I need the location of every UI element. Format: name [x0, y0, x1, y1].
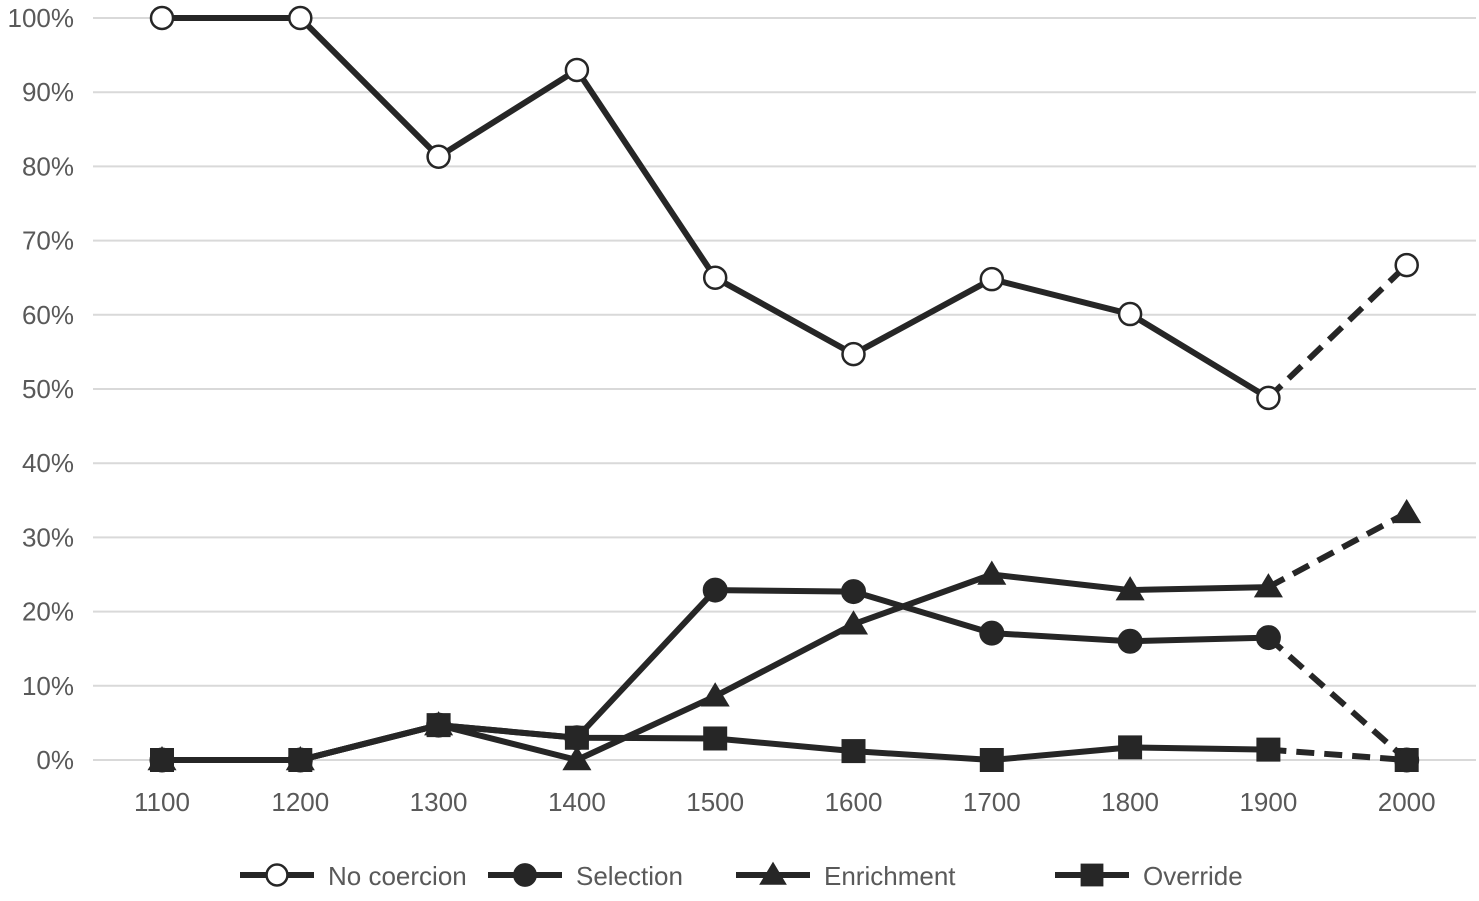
x-tick-label: 1200 [271, 787, 329, 817]
x-axis-ticks: 1100 1200 1300 1400 1500 1600 1700 1800 1900 2000 [134, 787, 1436, 817]
x-tick-label: 1400 [548, 787, 606, 817]
legend-label: Enrichment [824, 861, 956, 891]
legend-item-enrichment: Enrichment [736, 861, 956, 891]
x-tick-label: 1900 [1239, 787, 1297, 817]
data-point-selection [287, 747, 313, 773]
legend-swatch-marker [513, 863, 537, 887]
y-tick-label: 70% [22, 226, 74, 256]
data-point-no-coercion [564, 57, 590, 83]
legend-label: No coercion [328, 861, 467, 891]
data-point-selection [979, 620, 1005, 646]
legend-label: Selection [576, 861, 683, 891]
legend-swatch-marker [265, 863, 289, 887]
x-tick-label: 1100 [134, 787, 190, 817]
y-tick-label: 90% [22, 77, 74, 107]
data-point-selection [149, 747, 175, 773]
data-point-selection [564, 725, 590, 751]
x-tick-label: 1600 [825, 787, 883, 817]
data-point-selection [1255, 625, 1281, 651]
series-dashed-segment-override [1268, 746, 1407, 763]
data-point-selection [1394, 747, 1420, 773]
data-point-no-coercion [426, 144, 451, 170]
gridlines [93, 17, 1476, 761]
x-tick-label: 2000 [1378, 787, 1436, 817]
data-point-enrichment [1392, 498, 1422, 524]
data-point-no-coercion [841, 341, 866, 367]
data-point-no-coercion [979, 266, 1005, 292]
data-point-enrichment [562, 746, 592, 771]
y-tick-label: 30% [22, 522, 74, 552]
series-dashed-segment-selection [1266, 635, 1409, 763]
data-point-selection [426, 712, 452, 738]
series-dashed-segment-enrichment [1266, 510, 1409, 590]
series-dashed-segment-no-coercion [1266, 262, 1409, 401]
legend-swatch-marker [759, 861, 787, 885]
data-point-selection [841, 579, 866, 605]
y-tick-label: 40% [22, 448, 74, 478]
legend: No coercion Selection Enrichment Override [240, 861, 1243, 891]
x-tick-label: 1800 [1101, 787, 1159, 817]
data-point-override [703, 726, 728, 751]
x-tick-label: 1300 [410, 787, 468, 817]
data-point-override [979, 748, 1004, 772]
data-point-enrichment [700, 682, 730, 707]
data-point-enrichment [1253, 573, 1283, 598]
legend-swatch-marker [1080, 863, 1104, 887]
y-tick-label: 100% [8, 3, 75, 33]
y-tick-label: 20% [22, 597, 74, 627]
data-point-no-coercion [149, 5, 175, 31]
data-point-no-coercion [702, 265, 728, 290]
y-tick-label: 10% [22, 671, 74, 701]
legend-label: Override [1143, 861, 1243, 891]
data-point-override [1256, 737, 1281, 762]
x-tick-label: 1700 [963, 787, 1021, 817]
data-point-no-coercion [1256, 385, 1281, 411]
data-point-no-coercion [288, 5, 313, 31]
y-axis-ticks: 0% 10% 20% 30% 40% 50% 60% 70% 80% 90% 100% [8, 3, 75, 775]
x-tick-label: 1500 [686, 787, 744, 817]
data-point-enrichment [838, 610, 869, 635]
series-line-no-coercion [162, 15, 1270, 401]
data-point-override [1118, 735, 1143, 760]
y-tick-label: 80% [22, 151, 74, 181]
data-point-override [841, 739, 866, 764]
y-tick-label: 60% [22, 300, 74, 330]
legend-item-no-coercion: No coercion [240, 861, 467, 891]
data-point-no-coercion [1394, 252, 1419, 278]
data-point-selection [1117, 628, 1143, 654]
y-tick-label: 0% [36, 745, 74, 775]
data-point-no-coercion [1117, 301, 1143, 327]
data-point-selection [702, 577, 728, 603]
series-markers [147, 5, 1422, 773]
data-point-enrichment [977, 560, 1007, 585]
y-tick-label: 50% [22, 374, 74, 404]
legend-item-selection: Selection [488, 861, 683, 891]
data-point-enrichment [1115, 576, 1145, 601]
legend-item-override: Override [1055, 861, 1243, 891]
